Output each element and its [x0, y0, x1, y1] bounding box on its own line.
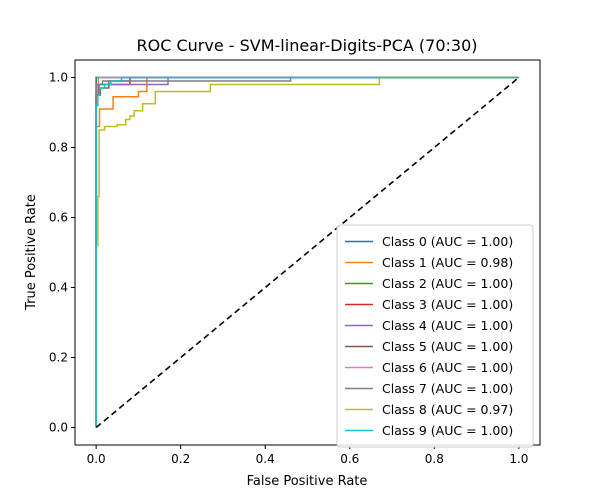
roc-line-class-9 — [95, 76, 519, 428]
x-axis-ticks: 0.0 0.2 0.4 0.6 0.8 1.0 — [87, 445, 528, 466]
y-tick-label: 0.4 — [49, 281, 68, 295]
chart-title: ROC Curve - SVM-linear-Digits-PCA (70:30… — [137, 36, 478, 55]
plot-lines — [95, 76, 520, 429]
y-axis-label: True Positive Rate — [24, 194, 39, 311]
x-tick-label: 0.4 — [256, 452, 275, 466]
legend-label-class-5: Class 5 (AUC = 1.00) — [382, 339, 513, 354]
plot-frame — [74, 59, 541, 446]
y-tick-label: 0.2 — [49, 351, 68, 365]
x-tick-label: 0.6 — [340, 452, 359, 466]
y-tick-label: 0.6 — [49, 211, 68, 225]
y-tick-label: 0.0 — [49, 421, 68, 435]
y-tick-label: 0.8 — [49, 141, 68, 155]
legend-label-class-7: Class 7 (AUC = 1.00) — [382, 381, 513, 396]
x-tick-label: 0.2 — [171, 452, 190, 466]
roc-line-class-8 — [95, 76, 519, 428]
legend-label-class-3: Class 3 (AUC = 1.00) — [382, 297, 513, 312]
x-tick-label: 1.0 — [509, 452, 528, 466]
x-tick-label: 0.8 — [425, 452, 444, 466]
chance-diagonal-line — [95, 76, 520, 429]
x-tick-label: 0.0 — [87, 452, 106, 466]
legend-label-class-1: Class 1 (AUC = 0.98) — [382, 255, 513, 270]
y-axis-ticks: 0.0 0.2 0.4 0.6 0.8 1.0 — [49, 71, 75, 435]
roc-line-class-1 — [95, 76, 519, 428]
y-tick-label: 1.0 — [49, 71, 68, 85]
legend-label-class-6: Class 6 (AUC = 1.00) — [382, 360, 513, 375]
legend-label-class-2: Class 2 (AUC = 1.00) — [382, 276, 513, 291]
legend-label-class-0: Class 0 (AUC = 1.00) — [382, 234, 513, 249]
legend-label-class-8: Class 8 (AUC = 0.97) — [382, 402, 513, 417]
legend: Class 0 (AUC = 1.00) Class 1 (AUC = 0.98)… — [336, 224, 534, 448]
legend-label-class-4: Class 4 (AUC = 1.00) — [382, 318, 513, 333]
x-axis-label: False Positive Rate — [247, 474, 368, 489]
legend-label-class-9: Class 9 (AUC = 1.00) — [382, 423, 513, 438]
legend-box — [336, 224, 534, 448]
